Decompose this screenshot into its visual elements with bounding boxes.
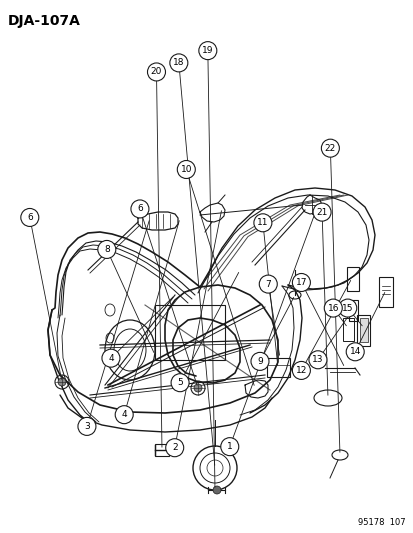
Circle shape bbox=[131, 200, 149, 218]
Text: 15: 15 bbox=[341, 304, 353, 312]
Text: 6: 6 bbox=[27, 213, 33, 222]
Circle shape bbox=[253, 214, 271, 232]
Circle shape bbox=[312, 203, 330, 221]
Text: 8: 8 bbox=[104, 245, 109, 254]
Circle shape bbox=[177, 160, 195, 179]
Circle shape bbox=[169, 54, 188, 72]
Circle shape bbox=[220, 438, 238, 456]
Circle shape bbox=[165, 439, 183, 457]
Circle shape bbox=[308, 351, 326, 369]
Text: 22: 22 bbox=[324, 144, 335, 152]
Text: 10: 10 bbox=[180, 165, 192, 174]
Text: 7: 7 bbox=[265, 280, 271, 288]
Circle shape bbox=[194, 384, 202, 392]
Circle shape bbox=[212, 486, 221, 494]
Text: 12: 12 bbox=[295, 366, 306, 375]
Circle shape bbox=[97, 240, 116, 259]
Circle shape bbox=[198, 42, 216, 60]
Circle shape bbox=[292, 273, 310, 292]
FancyBboxPatch shape bbox=[359, 318, 367, 342]
Circle shape bbox=[345, 343, 363, 361]
Text: 4: 4 bbox=[121, 410, 127, 419]
Text: 5: 5 bbox=[177, 378, 183, 387]
Text: 14: 14 bbox=[349, 348, 360, 356]
Text: 11: 11 bbox=[256, 219, 268, 227]
Text: 1: 1 bbox=[226, 442, 232, 451]
Text: 20: 20 bbox=[150, 68, 162, 76]
Circle shape bbox=[102, 349, 120, 367]
Circle shape bbox=[147, 63, 165, 81]
Circle shape bbox=[171, 374, 189, 392]
Circle shape bbox=[259, 275, 277, 293]
Text: 2: 2 bbox=[171, 443, 177, 452]
Text: 9: 9 bbox=[256, 357, 262, 366]
Circle shape bbox=[78, 417, 96, 435]
Text: 3: 3 bbox=[84, 422, 90, 431]
Text: 6: 6 bbox=[137, 205, 142, 213]
Circle shape bbox=[21, 208, 39, 227]
Text: 95178  107: 95178 107 bbox=[358, 518, 405, 527]
Text: DJA-107A: DJA-107A bbox=[8, 14, 81, 28]
Circle shape bbox=[58, 378, 66, 386]
Circle shape bbox=[323, 299, 342, 317]
Circle shape bbox=[115, 406, 133, 424]
Text: 18: 18 bbox=[173, 59, 184, 67]
Text: 19: 19 bbox=[202, 46, 213, 55]
Circle shape bbox=[338, 299, 356, 317]
Text: 16: 16 bbox=[327, 304, 338, 312]
Circle shape bbox=[320, 139, 339, 157]
Circle shape bbox=[292, 361, 310, 379]
Text: 4: 4 bbox=[108, 354, 114, 362]
Text: 13: 13 bbox=[311, 356, 323, 364]
Circle shape bbox=[250, 352, 268, 370]
Text: 17: 17 bbox=[295, 278, 306, 287]
Text: 21: 21 bbox=[316, 208, 327, 216]
